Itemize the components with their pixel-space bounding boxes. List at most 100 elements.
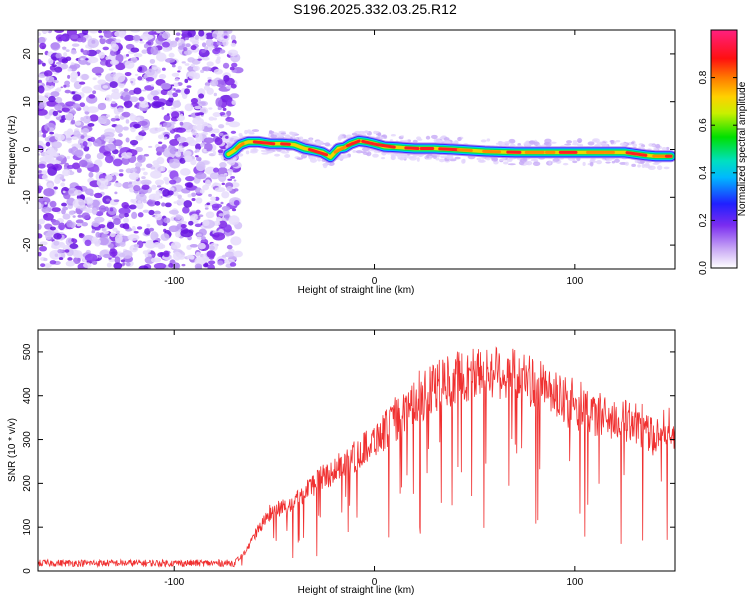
noise-blob (185, 136, 195, 145)
noise-blob (92, 138, 102, 147)
noise-blob (63, 52, 68, 57)
noise-blob (71, 43, 80, 47)
noise-blob (73, 130, 81, 137)
halo-blob (564, 143, 572, 146)
halo-blob (582, 161, 586, 167)
noise-blob (114, 30, 122, 37)
noise-blob (64, 80, 71, 86)
noise-blob (86, 62, 91, 66)
colorbar-tick-label: 0.4 (698, 165, 709, 179)
noise-blob (80, 135, 85, 139)
noise-blob (130, 126, 136, 133)
noise-blob (46, 127, 50, 132)
noise-blob (148, 227, 155, 232)
noise-blob (159, 124, 163, 127)
noise-blob (67, 68, 72, 72)
halo-blob (400, 135, 404, 138)
noise-blob (133, 244, 140, 248)
halo-blob (517, 143, 522, 146)
halo-blob (665, 146, 670, 151)
noise-blob (198, 93, 205, 99)
noise-blob (45, 179, 50, 182)
noise-blob (177, 147, 185, 153)
halo-blob (610, 140, 615, 144)
noise-blob (139, 38, 143, 42)
noise-blob (54, 103, 62, 111)
noise-blob (38, 170, 43, 174)
noise-blob (52, 110, 59, 117)
noise-blob (103, 253, 111, 259)
noise-blob (47, 182, 54, 189)
noise-blob (38, 85, 45, 94)
noise-blob (96, 178, 109, 188)
noise-blob (114, 256, 121, 265)
noise-blob (136, 226, 143, 230)
noise-blob (218, 132, 224, 137)
noise-blob (97, 102, 107, 111)
noise-blob (154, 201, 161, 206)
noise-blob (83, 145, 90, 152)
noise-blob (109, 232, 116, 238)
noise-blob (113, 72, 126, 83)
noise-blob (51, 207, 61, 213)
noise-blob (177, 194, 182, 199)
noise-blob (38, 95, 44, 100)
noise-blob (105, 94, 113, 102)
noise-blob (195, 161, 206, 172)
noise-blob (59, 119, 65, 123)
halo-blob (476, 157, 482, 161)
noise-blob (43, 70, 53, 77)
noise-blob (218, 152, 223, 156)
noise-blob (179, 157, 186, 164)
noise-blob (231, 62, 238, 68)
noise-blob (142, 199, 147, 204)
halo-blob (451, 141, 456, 144)
noise-blob (133, 87, 142, 95)
noise-blob (208, 107, 213, 110)
noise-blob (72, 215, 76, 218)
noise-blob (168, 209, 179, 215)
noise-blob (59, 222, 65, 225)
noise-blob (230, 83, 237, 89)
noise-blob (49, 112, 53, 116)
noise-blob (38, 36, 46, 44)
noise-blob (168, 263, 174, 268)
noise-blob (42, 212, 54, 221)
noise-blob (89, 114, 99, 122)
noise-blob (191, 198, 196, 202)
noise-blob (233, 250, 243, 258)
halo-blob (454, 156, 461, 160)
noise-blob (43, 263, 52, 268)
noise-blob (128, 172, 140, 180)
noise-blob (38, 153, 41, 156)
noise-blob (183, 49, 192, 56)
noise-blob (213, 92, 218, 97)
noise-blob (98, 224, 106, 229)
noise-blob (97, 255, 102, 259)
noise-blob (64, 249, 70, 253)
halo-blob (615, 139, 621, 143)
noise-blob (198, 100, 209, 107)
noise-blob (39, 245, 48, 252)
noise-blob (229, 93, 240, 99)
noise-blob (190, 98, 198, 104)
halo-blob (440, 155, 448, 159)
noise-blob (76, 223, 82, 227)
noise-blob (143, 153, 150, 157)
noise-blob (173, 201, 178, 204)
noise-blob (88, 171, 94, 178)
noise-blob (129, 167, 137, 173)
noise-blob (48, 127, 55, 132)
noise-blob (156, 52, 167, 62)
noise-blob (180, 223, 187, 229)
noise-blob (197, 157, 202, 162)
noise-blob (83, 262, 92, 269)
noise-blob (182, 150, 192, 157)
noise-blob (208, 260, 216, 265)
noise-blob (131, 211, 138, 220)
halo-blob (226, 161, 231, 164)
noise-blob (128, 96, 139, 103)
noise-blob (171, 92, 179, 98)
noise-blob (184, 63, 190, 66)
noise-blob (194, 263, 203, 269)
